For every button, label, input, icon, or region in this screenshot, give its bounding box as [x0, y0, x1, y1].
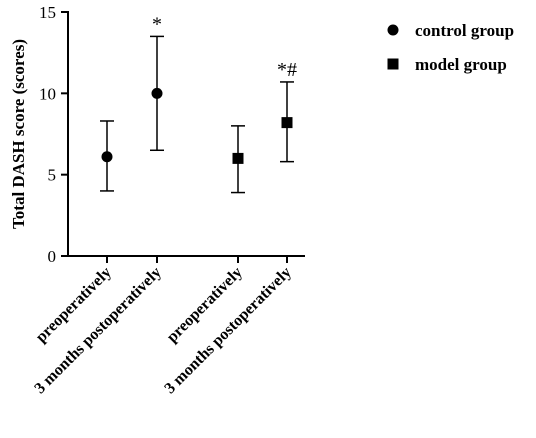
legend-label: control group [415, 21, 514, 40]
y-tick-label: 15 [39, 3, 56, 22]
legend-label: model group [415, 55, 507, 74]
legend: control group model group [387, 21, 514, 74]
y-tick-label: 10 [39, 84, 56, 103]
legend-marker-square [387, 58, 399, 70]
y-axis-label: Total DASH score (scores) [9, 39, 28, 229]
data-point-circle [151, 87, 163, 99]
y-ticks: 0 5 10 15 [39, 3, 68, 266]
significance-annotation: *# [277, 59, 297, 81]
significance-annotation: * [152, 13, 162, 35]
y-tick-label: 5 [48, 166, 57, 185]
data-point-square [232, 152, 244, 164]
data-point-square [281, 117, 293, 129]
data-marks: * *# [100, 13, 297, 194]
y-tick-label: 0 [48, 247, 57, 266]
legend-marker-circle [387, 24, 399, 36]
data-point-circle [101, 151, 113, 163]
